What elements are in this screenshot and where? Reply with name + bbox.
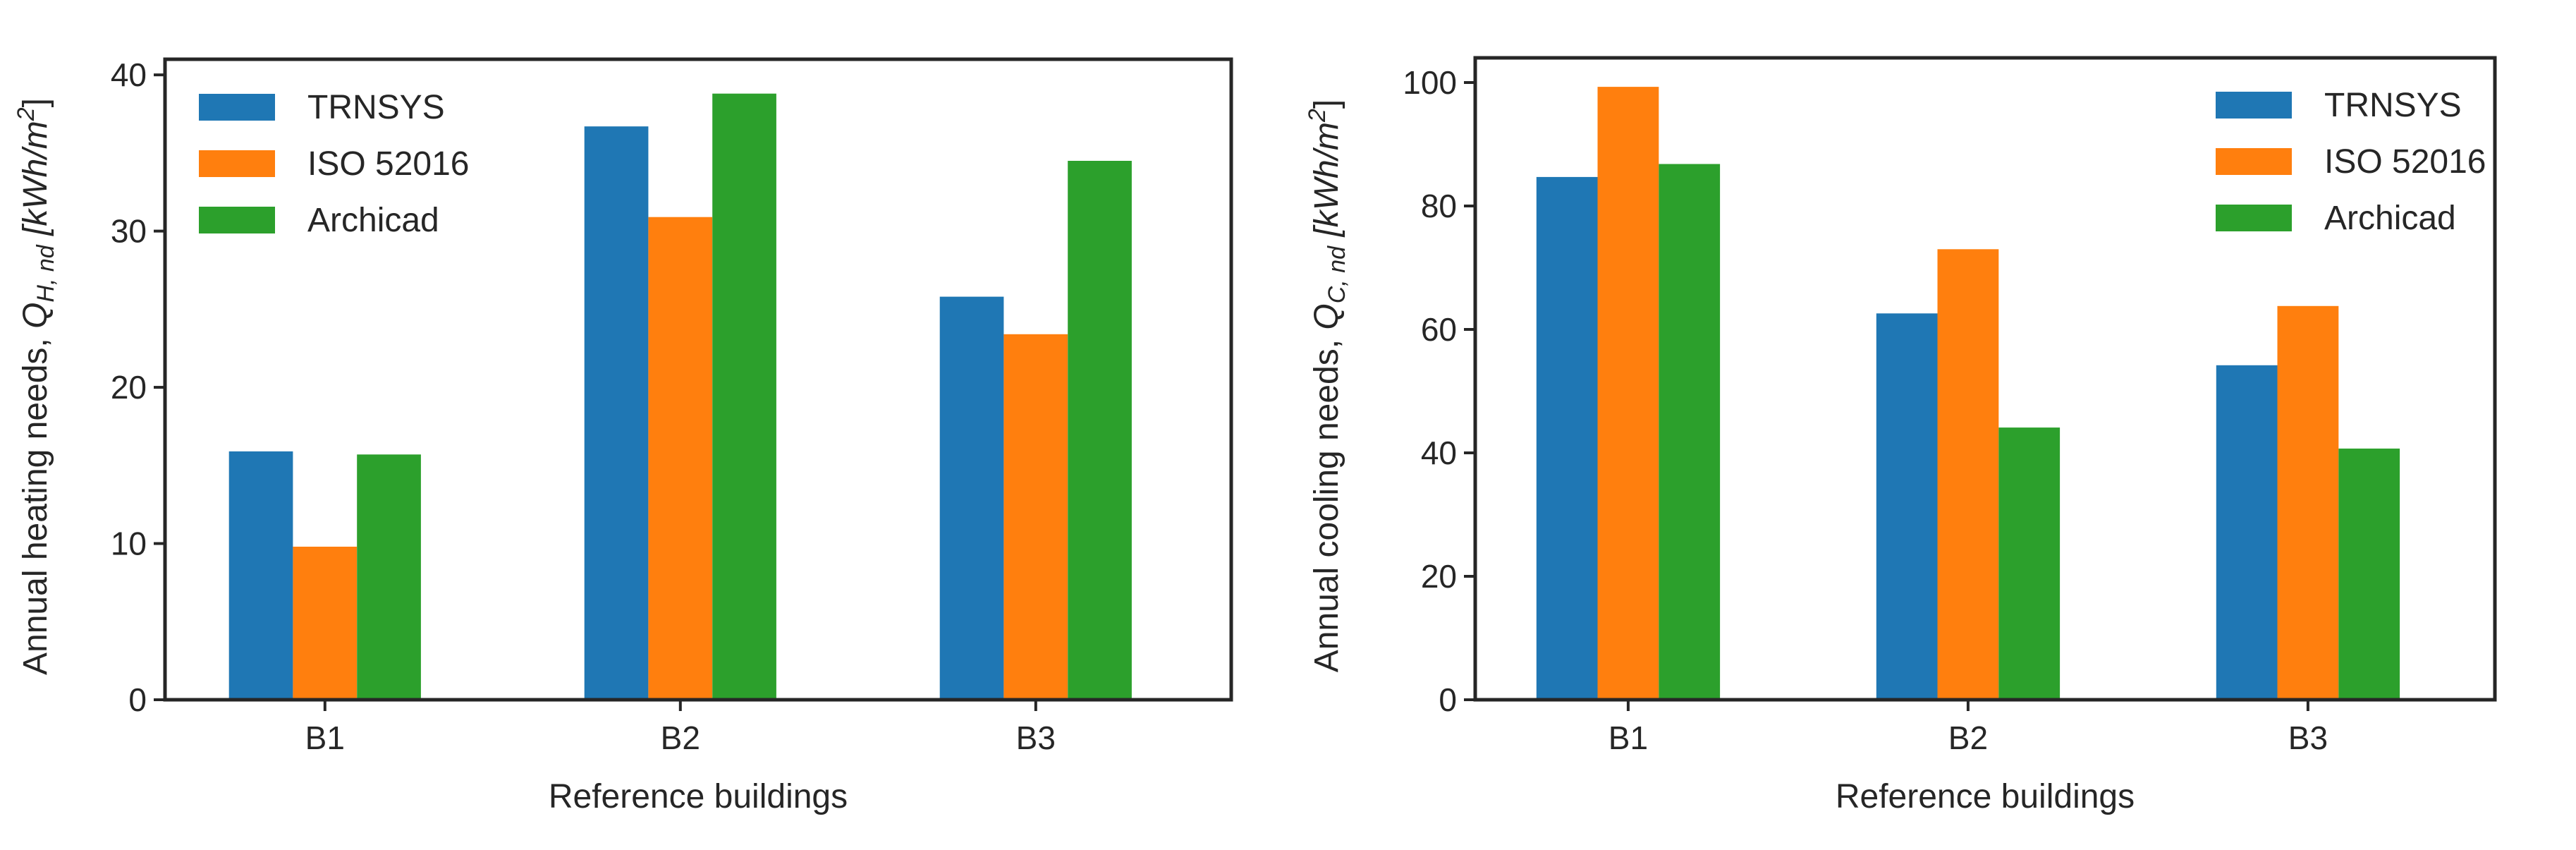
legend-swatch-archicad xyxy=(199,207,275,233)
bar-b1-archicad xyxy=(1659,164,1721,700)
x-tick-label: B3 xyxy=(1016,720,1056,756)
bar-b1-trnsys xyxy=(228,451,293,700)
cooling-y-ticks: 0 20 40 60 80 100 xyxy=(1403,64,1475,718)
bar-b2-trnsys xyxy=(584,126,649,700)
legend-swatch-trnsys xyxy=(2216,92,2292,119)
bar-b3-trnsys xyxy=(2216,365,2278,700)
legend-label-iso: ISO 52016 xyxy=(2324,143,2486,181)
y-tick-label: 40 xyxy=(111,56,147,93)
y-tick-label: 40 xyxy=(1421,435,1457,471)
heating-legend: TRNSYS ISO 52016 Archicad xyxy=(199,89,470,239)
y-tick-label: 20 xyxy=(111,369,147,406)
bar-b2-iso-52016 xyxy=(1937,249,1999,700)
heating-y-ticks: 0 10 20 30 40 xyxy=(111,56,165,718)
bar-b2-trnsys xyxy=(1876,313,1938,700)
y-tick-label: 30 xyxy=(111,213,147,250)
legend-swatch-iso xyxy=(2216,148,2292,175)
x-tick-label: B2 xyxy=(1948,720,1988,756)
legend-swatch-trnsys xyxy=(199,94,275,121)
legend-label-archicad: Archicad xyxy=(2324,200,2456,237)
bar-b1-iso-52016 xyxy=(1597,87,1659,700)
heating-x-ticks: B1 B2 B3 xyxy=(305,700,1056,756)
bar-b2-archicad xyxy=(1998,427,2061,700)
heating-plot-frame xyxy=(163,57,1233,702)
bar-b1-trnsys xyxy=(1536,176,1598,700)
y-tick-label: 10 xyxy=(111,526,147,562)
bar-b1-archicad xyxy=(357,454,421,700)
cooling-y-axis-label: Annual cooling needs, QC, nd [kWh/m2] xyxy=(1304,99,1350,673)
cooling-bars xyxy=(1536,87,2400,700)
legend-label-trnsys: TRNSYS xyxy=(307,89,445,126)
legend-swatch-iso xyxy=(199,150,275,177)
bar-b3-iso-52016 xyxy=(2277,305,2339,700)
legend-swatch-archicad xyxy=(2216,205,2292,231)
y-tick-label: 80 xyxy=(1421,188,1457,224)
heating-x-axis-label: Reference buildings xyxy=(549,778,848,815)
y-tick-label: 100 xyxy=(1403,64,1457,101)
bar-b3-archicad xyxy=(2338,448,2400,700)
x-tick-label: B1 xyxy=(305,720,345,756)
x-tick-label: B1 xyxy=(1609,720,1648,756)
y-tick-label: 0 xyxy=(128,681,147,718)
cooling-x-ticks: B1 B2 B3 xyxy=(1609,700,2328,756)
heating-bars xyxy=(228,93,1132,700)
x-tick-label: B3 xyxy=(2288,720,2328,756)
legend-label-trnsys: TRNSYS xyxy=(2324,87,2462,124)
cooling-x-axis-label: Reference buildings xyxy=(1836,778,2135,815)
cooling-plot-frame xyxy=(1473,56,2497,702)
y-tick-label: 20 xyxy=(1421,558,1457,595)
bar-b2-archicad xyxy=(712,93,776,700)
heating-chart: 0 10 20 30 40 B1 B2 B3 TRNSYS ISO 52016 Archic… xyxy=(13,56,1233,815)
bar-b3-iso-52016 xyxy=(1003,334,1068,700)
legend-label-archicad: Archicad xyxy=(307,202,439,239)
bar-b3-trnsys xyxy=(939,296,1004,700)
y-tick-label: 0 xyxy=(1439,681,1457,718)
bar-b3-archicad xyxy=(1068,161,1132,700)
y-tick-label: 60 xyxy=(1421,311,1457,348)
bar-b1-iso-52016 xyxy=(293,547,358,700)
heating-y-axis-label: Annual heating needs, QH, nd [kWh/m2] xyxy=(13,98,59,675)
cooling-chart: 0 20 40 60 80 100 B1 B2 B3 TRNSYS ISO 52016 Arc… xyxy=(1304,56,2497,815)
legend-label-iso: ISO 52016 xyxy=(307,145,470,183)
cooling-legend: TRNSYS ISO 52016 Archicad xyxy=(2216,87,2486,237)
bar-b2-iso-52016 xyxy=(648,217,713,700)
x-tick-label: B2 xyxy=(661,720,700,756)
